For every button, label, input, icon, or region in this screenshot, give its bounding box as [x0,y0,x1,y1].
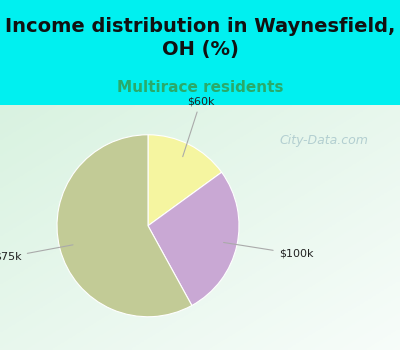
Wedge shape [57,135,192,317]
Text: Multirace residents: Multirace residents [117,80,283,95]
Wedge shape [148,135,222,226]
Text: City-Data.com: City-Data.com [279,134,368,147]
Text: $60k: $60k [183,97,214,156]
Text: $75k: $75k [0,245,73,262]
Text: Income distribution in Waynesfield,
OH (%): Income distribution in Waynesfield, OH (… [5,17,395,59]
Wedge shape [148,172,239,306]
Text: $100k: $100k [224,243,313,259]
